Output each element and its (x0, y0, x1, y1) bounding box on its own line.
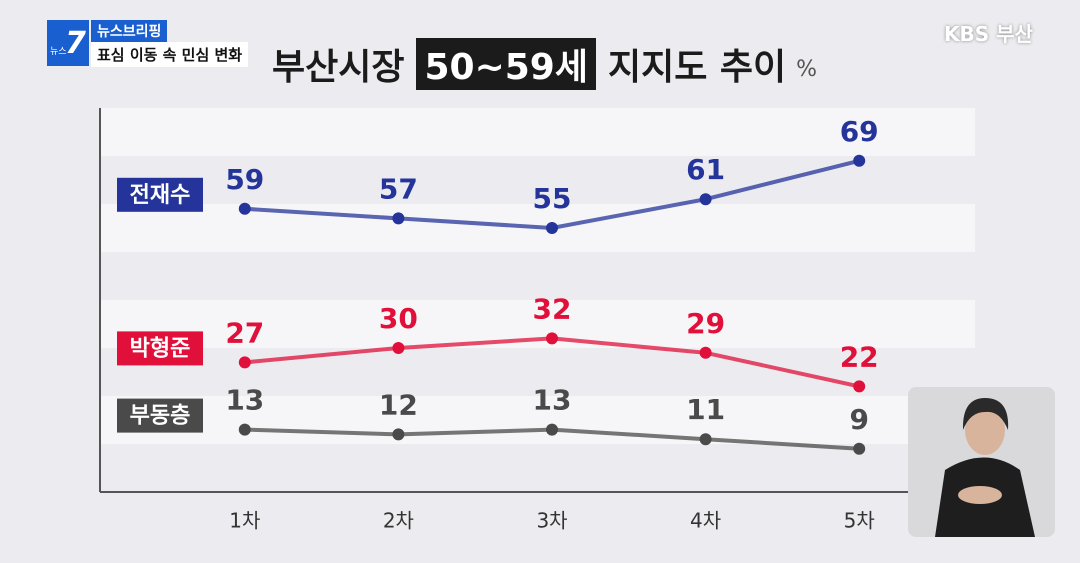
value-label: 61 (686, 153, 725, 186)
legend-box (117, 177, 203, 212)
value-label: 30 (379, 302, 418, 335)
point (546, 222, 558, 234)
point (392, 342, 405, 354)
point (238, 423, 251, 436)
program-logo: 뉴스 7 (47, 20, 89, 66)
title-part: 부산시장 (272, 47, 405, 88)
point (546, 332, 558, 345)
legend-entry: 부동층 (117, 398, 203, 433)
value-label: 57 (379, 172, 418, 205)
point (699, 346, 712, 359)
program-number: 7 (65, 26, 86, 61)
legend-box (117, 331, 203, 366)
point (853, 154, 866, 167)
point (699, 193, 712, 206)
value-label: 69 (840, 115, 879, 148)
value-label: 11 (686, 393, 725, 426)
point (546, 423, 558, 436)
x-tick-label: 5차 (844, 509, 875, 533)
point (853, 442, 866, 455)
value-label: 22 (840, 340, 879, 373)
legend-box (117, 398, 203, 433)
x-tick-label: 4차 (690, 509, 721, 533)
signer-inset (908, 387, 1055, 537)
value-label: 13 (533, 384, 572, 417)
x-tick-label: 1차 (229, 509, 260, 533)
value-label: 29 (686, 307, 725, 340)
legend-label: 전재수 (130, 183, 191, 208)
value-label: 13 (225, 384, 264, 417)
legend-label: 박형준 (130, 336, 191, 361)
channel: KBS 부산 (944, 22, 1033, 46)
value-label: 27 (225, 316, 264, 349)
point (853, 380, 866, 393)
point (238, 356, 251, 369)
legend-entry: 박형준 (117, 331, 203, 366)
title-highlight: 50~59세 (416, 38, 596, 90)
legend-entry: 전재수 (117, 177, 203, 212)
chart-title: 부산시장 50~59세 지지도 추이 % (272, 38, 817, 90)
point (392, 212, 405, 225)
headline: 표심 이동 속 민심 변화 (91, 42, 249, 67)
value-label: 12 (379, 388, 418, 421)
point (238, 202, 251, 215)
unit: % (796, 56, 818, 82)
x-tick-label: 2차 (383, 509, 414, 533)
title-part: 지지도 추이 (607, 47, 787, 88)
segment: 뉴스브리핑 (91, 20, 168, 42)
program-small: 뉴스 (50, 47, 67, 57)
point (699, 433, 712, 446)
value-label: 9 (849, 403, 868, 436)
x-tick-label: 3차 (536, 509, 567, 533)
point (392, 428, 405, 441)
value-label: 59 (225, 163, 264, 196)
legend-label: 부동층 (130, 404, 191, 429)
value-label: 32 (533, 292, 572, 325)
value-label: 55 (533, 182, 572, 215)
